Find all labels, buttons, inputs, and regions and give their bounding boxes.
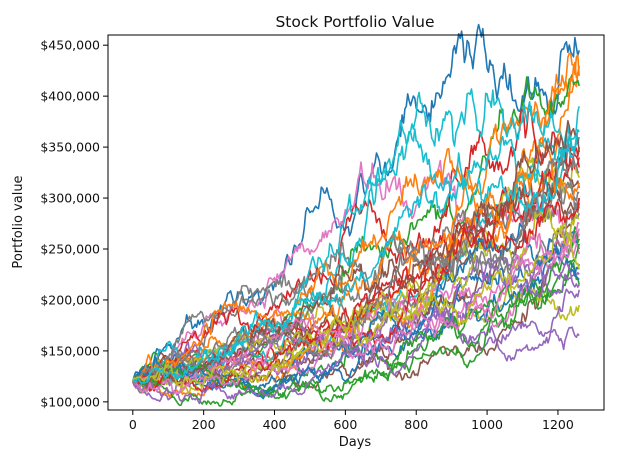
x-axis-ticks: 0 200 400 600 800 1000 1200 — [129, 410, 574, 432]
series-line — [132, 137, 580, 382]
series-line — [132, 243, 580, 407]
y-axis-ticks: $100,000 $150,000 $200,000 $250,000 $300,000… — [40, 38, 108, 409]
series-line — [132, 185, 580, 383]
y-tick-label: $350,000 — [40, 140, 100, 155]
series-line — [132, 222, 580, 395]
y-tick-label: $300,000 — [40, 191, 100, 206]
x-tick-label: 1000 — [471, 417, 503, 432]
series-line — [132, 157, 580, 393]
x-tick-label: 800 — [404, 417, 428, 432]
y-tick-label: $100,000 — [40, 394, 100, 409]
x-tick-label: 400 — [263, 417, 287, 432]
x-tick-label: 0 — [129, 417, 137, 432]
x-axis-label: Days — [339, 435, 372, 450]
series-line — [132, 61, 580, 385]
series-line — [132, 88, 580, 385]
y-tick-label: $250,000 — [40, 241, 100, 256]
series-lines — [132, 23, 580, 407]
y-axis-label: Portfolio value — [11, 175, 26, 268]
series-line — [132, 230, 580, 397]
series-line — [132, 159, 580, 387]
plot-frame — [107, 34, 605, 411]
series-line — [132, 222, 580, 388]
x-tick-label: 1200 — [542, 417, 574, 432]
y-tick-label: $200,000 — [40, 292, 100, 307]
y-tick-label: $400,000 — [40, 89, 100, 104]
series-line — [132, 257, 580, 405]
x-tick-label: 200 — [192, 417, 216, 432]
x-tick-label: 600 — [333, 417, 357, 432]
series-line — [132, 129, 580, 385]
y-tick-label: $150,000 — [40, 343, 100, 358]
chart-title: Stock Portfolio Value — [275, 13, 434, 31]
y-tick-label: $450,000 — [40, 38, 100, 53]
series-line — [132, 226, 580, 400]
series-line — [132, 120, 580, 388]
